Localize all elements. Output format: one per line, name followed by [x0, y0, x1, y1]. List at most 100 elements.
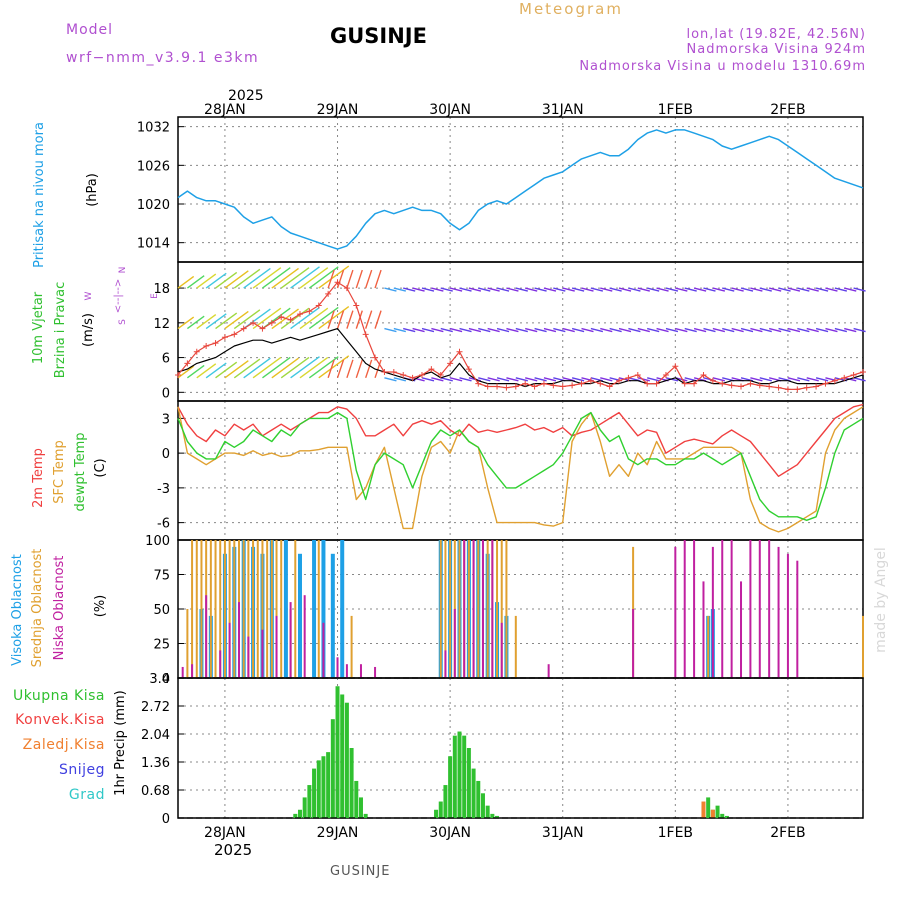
wind-arrow — [224, 360, 249, 379]
precip-total-bar — [706, 797, 711, 818]
wind-arrow — [759, 327, 772, 333]
wind-gust-marker — [287, 316, 294, 323]
precip-total-bar — [321, 756, 326, 818]
wind-ylabel: (m/s) — [81, 313, 96, 347]
pressure-title: Pritisak na nivou mora — [32, 122, 47, 268]
cloud-mid-bar — [275, 540, 278, 678]
cloud-low-bar — [289, 602, 292, 678]
precip-total-bar — [358, 797, 363, 818]
wind-arrow — [262, 356, 291, 379]
wind-arrow — [403, 327, 416, 333]
wind-arrow — [844, 287, 857, 292]
day-label-bottom: 29JAN — [317, 825, 359, 841]
cloud-low-bar — [702, 581, 705, 678]
wind-gust-marker — [475, 380, 482, 387]
wind-arrow — [318, 306, 350, 330]
bottom-day-labels: 28JAN 29JAN 30JAN 31JAN 1FEB 2FEB — [204, 825, 806, 841]
wind-arrow — [262, 267, 291, 289]
wind-arrow — [487, 287, 500, 292]
wind-arrow — [421, 327, 435, 333]
wind-arrow — [374, 310, 382, 329]
tick-label-y: 0 — [162, 672, 170, 687]
wind-gust-marker — [822, 380, 829, 387]
wind-gust-marker — [700, 371, 707, 378]
cloud-mid-bar — [223, 540, 226, 678]
year-label-bottom: 2025 — [214, 841, 252, 859]
precip-legend-item: Konvek.Kisa — [15, 712, 105, 728]
tick-label-y: 6 — [162, 352, 170, 367]
cloud-low-bar — [374, 666, 377, 678]
wind-gust-line — [177, 281, 864, 390]
wind-gust-marker — [540, 380, 547, 387]
precip-total-bar — [715, 805, 720, 818]
wind-gust-marker — [841, 374, 848, 381]
tick-label-y: 1.36 — [141, 756, 170, 771]
tick-label-y: 100 — [145, 534, 170, 549]
cloud-mid-bar — [261, 540, 264, 678]
precip-ylabel: (mm) — [113, 690, 128, 725]
wind-arrow — [600, 377, 613, 382]
cloud-mid-bar — [444, 540, 447, 678]
wind-gust-marker — [418, 371, 425, 378]
wind-arrow — [515, 377, 528, 382]
wind-arrow — [252, 356, 282, 379]
wind-arrow — [440, 287, 453, 292]
cloud-low-bar — [303, 595, 306, 678]
wind-arrow — [740, 287, 754, 292]
footer-station: GUSINJE — [330, 864, 390, 879]
wind-arrow — [374, 269, 382, 289]
wind-arrow — [703, 287, 716, 292]
wind-arrow — [346, 310, 354, 329]
wind-arrow — [336, 269, 345, 289]
cloud-mid-bar — [486, 540, 489, 678]
precip-panel: 0 0.68 1.36 2.04 2.72 3.4 — [141, 672, 864, 827]
precip-total-bar — [312, 768, 317, 818]
wind-arrow — [684, 287, 697, 292]
tick-label-y: 0 — [162, 812, 170, 827]
wind-arrow — [478, 287, 491, 292]
wind-arrow — [590, 327, 604, 333]
compass-arrows: <--|--> — [113, 279, 124, 314]
precip-total-bar — [495, 815, 500, 818]
cloud-low-bar — [463, 540, 466, 678]
cloud-ylabel: (%) — [93, 595, 108, 618]
wind-arrow — [243, 267, 271, 289]
wind-gust-marker — [512, 383, 519, 390]
cloud-low-bar — [228, 622, 231, 678]
cloud-low-bar — [693, 540, 696, 678]
lonlat: lon,lat (19.82E, 42.56N) — [686, 27, 866, 42]
cloud-mid-bar — [350, 615, 353, 678]
wind-arrow — [815, 287, 829, 292]
wind-gust-marker — [794, 386, 801, 393]
wind-arrow — [459, 377, 472, 382]
cloud-mid-bar — [186, 609, 189, 678]
wind-arrow — [196, 314, 217, 330]
wind-arrow — [186, 364, 205, 379]
wind-arrow — [797, 287, 810, 292]
pressure-panel: 1014 1020 1026 1032 — [137, 116, 864, 263]
wind-arrow — [609, 327, 622, 333]
wind-subtitle: Brzina i Pravac — [53, 282, 68, 379]
wind-arrow — [506, 327, 519, 333]
wind-arrow — [797, 377, 810, 382]
wind-arrow — [440, 327, 453, 333]
wind-arrow — [740, 327, 754, 333]
wind-arrow — [421, 377, 435, 382]
cloud-high-bar — [312, 540, 317, 678]
wind-gust-marker — [803, 384, 810, 391]
wind-gust-marker — [428, 366, 435, 373]
day-label-bottom: 30JAN — [429, 825, 471, 841]
tick-label-y: 25 — [153, 638, 170, 653]
precip-legend-item: Grad — [69, 787, 105, 803]
wind-arrow — [525, 287, 538, 292]
cloud-mid-bar — [200, 540, 203, 678]
wind-arrow — [618, 327, 632, 333]
wind-arrow — [421, 287, 435, 292]
cloud-mid-bar — [280, 540, 283, 678]
wind-gust-marker — [756, 382, 763, 389]
wind-arrow — [778, 287, 791, 292]
cloud-mid-bar — [219, 540, 222, 678]
day-label-bottom: 28JAN — [204, 825, 246, 841]
precip-total-bar — [724, 815, 729, 818]
wind-gust-marker — [409, 374, 416, 381]
